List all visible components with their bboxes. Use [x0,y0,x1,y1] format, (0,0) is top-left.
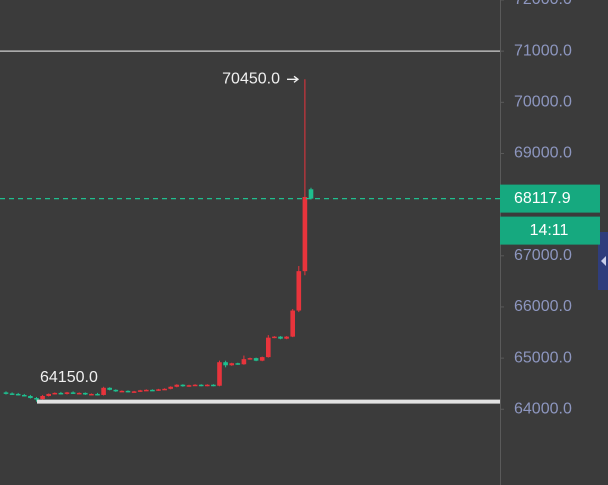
y-tick-label: 70000.0 [514,94,572,111]
candle-body [58,392,64,395]
candle-body [217,362,222,386]
candle-body [113,389,119,392]
candle-body [235,363,241,365]
y-tick-label: 64000.0 [514,401,572,418]
low-label: 64150.0 [40,369,98,386]
candle-body [198,384,204,387]
countdown-label: 14:11 [530,222,569,239]
candle-body [223,362,228,366]
candle-body [137,390,143,392]
high-label: 70450.0 [222,71,280,88]
candle-body [168,386,173,389]
candle-body [119,390,125,393]
candle-body [107,387,112,390]
candle-body [272,336,277,339]
y-tick-label: 66000.0 [514,298,572,315]
y-tick-label: 71000.0 [514,42,572,59]
candle-body [95,393,100,396]
candle-body [180,384,186,387]
price-label: 68117.9 [514,190,571,207]
candle-body [284,336,289,339]
candle-body [125,390,131,393]
candle-body [278,336,283,339]
candle-body [144,389,149,392]
candle-body [46,393,51,396]
candle-body [64,392,70,394]
candle-body [162,388,167,391]
candle-body [229,363,234,366]
candle-body [131,391,137,393]
candle-body [83,392,88,395]
candle-body [174,384,180,387]
candle-body [150,389,155,392]
candle-body [253,358,259,361]
candle-body [52,392,58,395]
candle-body [211,384,216,387]
candle-body [40,395,45,400]
candle-body [9,393,15,395]
candle-body [15,393,21,396]
candle-body [290,310,295,337]
y-tick-label: 72000.0 [514,0,572,8]
candle-body [241,359,247,365]
candle-body [192,384,198,387]
candle-body [302,196,308,272]
candle-body [205,384,210,387]
candle-body [101,387,106,395]
y-tick-label: 65000.0 [514,349,572,366]
candle-body [296,271,302,311]
candle-body [70,392,76,394]
low-line [37,399,500,404]
side-tab-arrow[interactable] [601,256,606,266]
candle-body [266,337,271,358]
y-tick-label: 67000.0 [514,247,572,264]
y-tick-label: 69000.0 [514,145,572,162]
candle-body [186,385,192,387]
candle-body [28,395,33,399]
candle-body [76,392,82,395]
candle-body [308,189,314,199]
candle-body [89,393,94,396]
price-box [500,184,600,213]
candle-body [22,394,27,397]
high-arrow [287,75,300,83]
countdown-box [500,216,600,245]
candle-body [259,357,265,361]
candle-body [247,358,253,360]
candle-body [156,389,161,391]
candle-body [3,392,9,394]
candle-body [34,398,39,400]
